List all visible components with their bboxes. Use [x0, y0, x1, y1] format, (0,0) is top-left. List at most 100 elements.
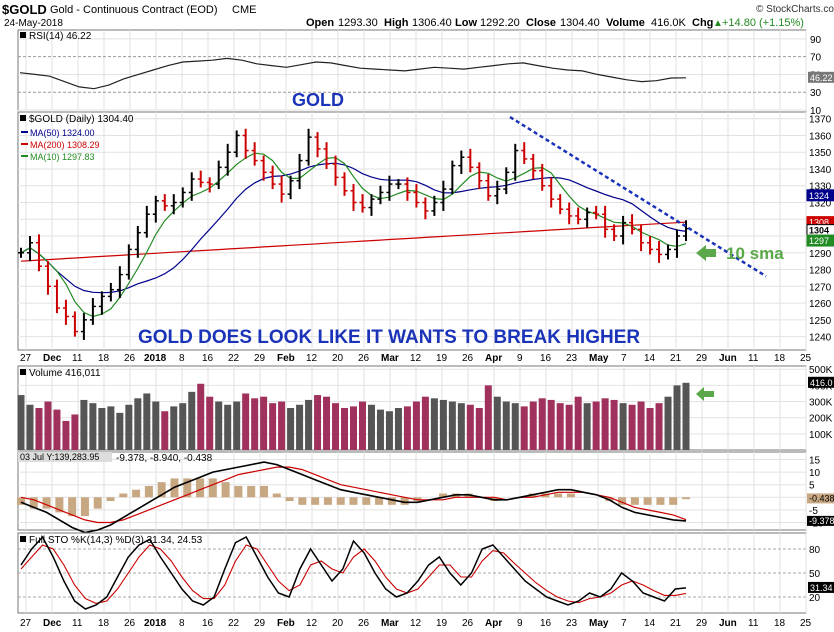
volume-bar	[143, 393, 151, 450]
volume-bar	[161, 411, 169, 450]
rsi-y-tick: 70	[810, 53, 822, 64]
x-tick-label: 19	[436, 618, 448, 629]
copyright: © StockCharts.com	[756, 4, 834, 15]
macd-y-tick: 15	[809, 456, 821, 467]
price-y-tick: 1270	[809, 282, 832, 293]
x-tick-label: 9	[517, 618, 523, 629]
volume-bar	[367, 404, 375, 450]
stoch-legend-swatch	[20, 536, 26, 542]
macd-hist-bar	[413, 497, 422, 502]
price-axis-tag-text: 1308	[809, 218, 829, 228]
x-tick-label: Apr	[485, 618, 502, 629]
macd-hist-bar	[387, 497, 396, 505]
stoch-value-tag-text: 31.34	[810, 583, 833, 593]
volume-bar	[80, 399, 88, 450]
x-tick-label: 22	[228, 618, 240, 629]
volume-bar	[341, 408, 349, 450]
volume-bar	[134, 398, 142, 450]
x-tick-label: 11	[748, 618, 759, 629]
macd-line	[20, 461, 687, 534]
macd-y-tick: 10	[809, 468, 821, 479]
volume-bar	[44, 401, 52, 450]
volume-bar	[619, 403, 627, 450]
price-axis-tag-text: 1297	[809, 236, 829, 246]
macd-hist-bar	[17, 497, 25, 505]
x-tick-label: Mar	[381, 618, 399, 629]
macd-hist-bar	[183, 478, 192, 498]
macd-hist-bar	[247, 485, 256, 498]
ma10-line	[20, 152, 687, 318]
price-y-tick: 1240	[809, 333, 832, 344]
volume-bar	[170, 406, 178, 450]
volume-bar	[475, 408, 483, 450]
ma200-line	[20, 221, 687, 262]
volume-bar	[403, 406, 411, 450]
x-tick-label: 26	[462, 353, 474, 364]
volume-bar	[412, 401, 420, 450]
price-axis-tag	[806, 189, 834, 202]
volume-bar	[260, 396, 268, 450]
x-tick-label: 19	[436, 353, 448, 364]
volume-arrow-icon	[696, 387, 714, 401]
macd-value-tag-text: -9.378	[809, 516, 834, 526]
macd-hist-bar	[80, 497, 89, 517]
x-tick-label: 18	[774, 353, 786, 364]
volume-bar	[664, 396, 672, 450]
symbol: $GOLD	[2, 2, 47, 17]
rsi-line	[19, 57, 687, 90]
x-tick-label: 2018	[144, 618, 167, 629]
x-tick-label: 26	[358, 618, 370, 629]
volume-bar	[484, 385, 492, 450]
header-date: 24-May-2018	[4, 18, 63, 29]
macd-hist-bar	[157, 482, 166, 498]
x-tick-label: 18	[98, 353, 110, 364]
annotation-arrow-icon	[696, 245, 716, 261]
x-tick-label: 21	[670, 618, 682, 629]
volume-bar	[305, 399, 313, 450]
volume-value: 416.0K	[651, 17, 687, 29]
macd-signal-line	[20, 466, 687, 524]
low-label: Low	[455, 17, 477, 29]
x-tick-label: 27	[20, 353, 32, 364]
x-tick-label: Jun	[719, 353, 737, 364]
volume-bar	[448, 401, 456, 450]
volume-bar	[655, 403, 663, 450]
macd-hist-bar	[554, 493, 563, 498]
macd-hist-bar	[285, 497, 294, 502]
price-label: $GOLD (Daily) 1304.40	[29, 114, 134, 125]
rsi-y-tick: 90	[810, 35, 822, 46]
volume-bar	[466, 404, 474, 450]
chg-arrow-icon: ▲	[713, 18, 723, 29]
x-tick-label: 7	[621, 353, 627, 364]
price-y-tick: 1250	[809, 316, 832, 327]
x-tick-label: 12	[306, 353, 318, 364]
volume-bar	[682, 382, 690, 450]
legend-entry: MA(50) 1324.00	[30, 128, 95, 138]
macd-hist-tag-text: -0.438	[809, 493, 834, 503]
x-tick-label: Apr	[485, 353, 502, 364]
volume-bar	[394, 408, 402, 450]
x-tick-label: May	[589, 618, 609, 629]
x-tick-label: 7	[621, 618, 627, 629]
volume-bar	[278, 401, 286, 450]
x-tick-label: 23	[566, 618, 578, 629]
volume-bar	[430, 398, 438, 450]
stoch-y-tick: 20	[809, 593, 821, 604]
price-y-tick: 1260	[809, 299, 832, 310]
x-tick-label: 26	[124, 618, 136, 629]
volume-legend-swatch	[20, 369, 26, 375]
volume-bar	[376, 409, 384, 450]
macd-hist-bar	[272, 493, 281, 498]
price-axis-tag-text: 1324	[809, 191, 829, 201]
volume-bar	[439, 399, 447, 450]
volume-y-tick: 100K	[809, 430, 833, 441]
rsi-value-tag	[808, 71, 834, 83]
x-tick-label: 2018	[144, 353, 167, 364]
rsi-y-tick: 30	[810, 88, 822, 99]
price-y-tick: 1350	[809, 148, 832, 159]
x-tick-label: 14	[644, 618, 656, 629]
volume-bar	[269, 403, 277, 450]
close-label: Close	[526, 17, 556, 29]
stoch-value-tag	[808, 581, 834, 593]
volume-bar	[385, 411, 393, 450]
